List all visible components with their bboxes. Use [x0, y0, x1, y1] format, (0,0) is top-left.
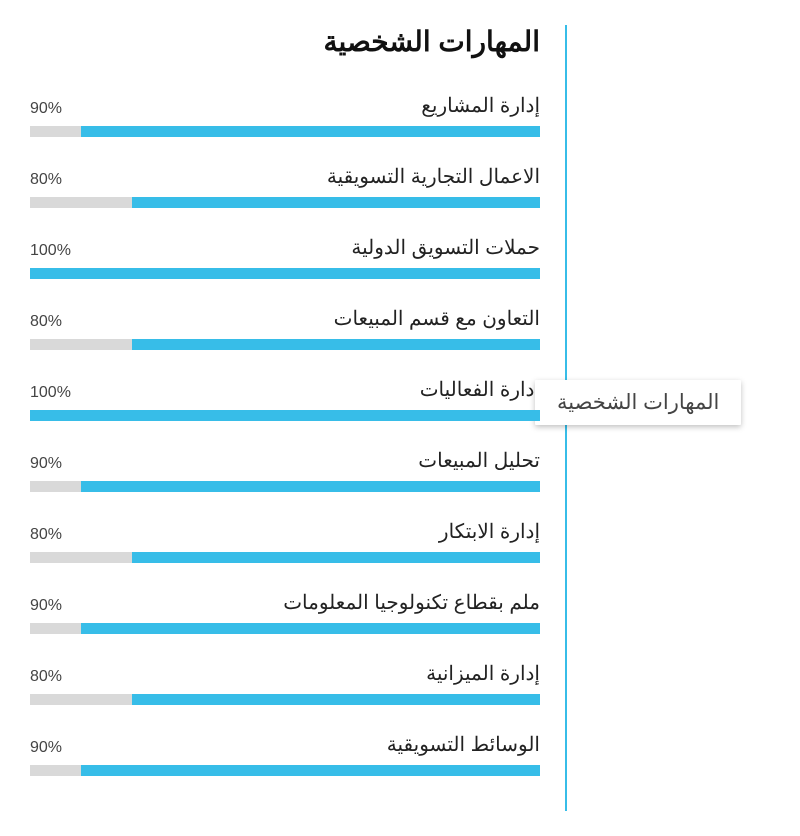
- skill-head: ملم بقطاع تكنولوجيا المعلومات 90%: [30, 590, 540, 615]
- skill-bar-track: [30, 197, 540, 208]
- skill-bar-fill: [30, 410, 540, 421]
- skill-row: الوسائط التسويقية 90%: [30, 732, 540, 776]
- skill-bar-track: [30, 552, 540, 563]
- skill-percent: 100%: [30, 242, 71, 260]
- skill-row: إدارة الميزانية 80%: [30, 661, 540, 705]
- skill-head: إدارة الفعاليات 100%: [30, 377, 540, 402]
- skill-percent: 90%: [30, 739, 62, 757]
- skill-row: التعاون مع قسم المبيعات 80%: [30, 306, 540, 350]
- skill-head: إدارة المشاريع 90%: [30, 93, 540, 118]
- skill-percent: 90%: [30, 597, 62, 615]
- main-column: المهارات الشخصية إدارة المشاريع 90% الاعما…: [25, 20, 565, 816]
- skill-head: التعاون مع قسم المبيعات 80%: [30, 306, 540, 331]
- skill-label: الاعمال التجارية التسويقية: [327, 164, 540, 189]
- skill-percent: 80%: [30, 526, 62, 544]
- skill-row: حملات التسويق الدولية 100%: [30, 235, 540, 279]
- skill-bar-fill: [30, 268, 540, 279]
- skill-bar-track: [30, 694, 540, 705]
- skill-row: إدارة المشاريع 90%: [30, 93, 540, 137]
- skill-label: إدارة الميزانية: [426, 661, 540, 686]
- skills-list: إدارة المشاريع 90% الاعمال التجارية التسوي…: [30, 93, 540, 776]
- skill-percent: 80%: [30, 171, 62, 189]
- skill-bar-fill: [81, 623, 540, 634]
- skill-row: ملم بقطاع تكنولوجيا المعلومات 90%: [30, 590, 540, 634]
- skill-label: تحليل المبيعات: [418, 448, 540, 473]
- skill-label: إدارة الفعاليات: [420, 377, 540, 402]
- skill-label: حملات التسويق الدولية: [351, 235, 540, 260]
- skill-bar-track: [30, 126, 540, 137]
- skill-label: التعاون مع قسم المبيعات: [334, 306, 540, 331]
- skill-percent: 100%: [30, 384, 71, 402]
- skills-panel: المهارات الشخصية المهارات الشخصية إدارة …: [0, 0, 800, 836]
- skill-bar-track: [30, 623, 540, 634]
- skill-label: إدارة الابتكار: [439, 519, 540, 544]
- skill-row: إدارة الفعاليات 100%: [30, 377, 540, 421]
- skill-head: الاعمال التجارية التسويقية 80%: [30, 164, 540, 189]
- skill-row: تحليل المبيعات 90%: [30, 448, 540, 492]
- skill-label: الوسائط التسويقية: [387, 732, 540, 757]
- skill-bar-fill: [81, 765, 540, 776]
- skill-bar-fill: [132, 552, 540, 563]
- skill-bar-track: [30, 481, 540, 492]
- skill-bar-fill: [132, 694, 540, 705]
- skill-percent: 80%: [30, 313, 62, 331]
- skill-bar-track: [30, 410, 540, 421]
- skill-bar-track: [30, 339, 540, 350]
- skill-row: الاعمال التجارية التسويقية 80%: [30, 164, 540, 208]
- skill-head: إدارة الابتكار 80%: [30, 519, 540, 544]
- tooltip-label: المهارات الشخصية: [535, 380, 741, 425]
- skill-percent: 90%: [30, 100, 62, 118]
- skill-head: الوسائط التسويقية 90%: [30, 732, 540, 757]
- skill-bar-fill: [81, 481, 540, 492]
- skill-bar-fill: [81, 126, 540, 137]
- skill-bar-fill: [132, 197, 540, 208]
- skill-bar-track: [30, 765, 540, 776]
- skill-percent: 90%: [30, 455, 62, 473]
- skill-percent: 80%: [30, 668, 62, 686]
- skill-label: ملم بقطاع تكنولوجيا المعلومات: [283, 590, 540, 615]
- skill-bar-fill: [132, 339, 540, 350]
- skill-head: حملات التسويق الدولية 100%: [30, 235, 540, 260]
- skill-label: إدارة المشاريع: [421, 93, 540, 118]
- side-column: المهارات الشخصية: [565, 20, 785, 816]
- skill-bar-track: [30, 268, 540, 279]
- skill-row: إدارة الابتكار 80%: [30, 519, 540, 563]
- section-title: المهارات الشخصية: [30, 25, 540, 58]
- skill-head: تحليل المبيعات 90%: [30, 448, 540, 473]
- skill-head: إدارة الميزانية 80%: [30, 661, 540, 686]
